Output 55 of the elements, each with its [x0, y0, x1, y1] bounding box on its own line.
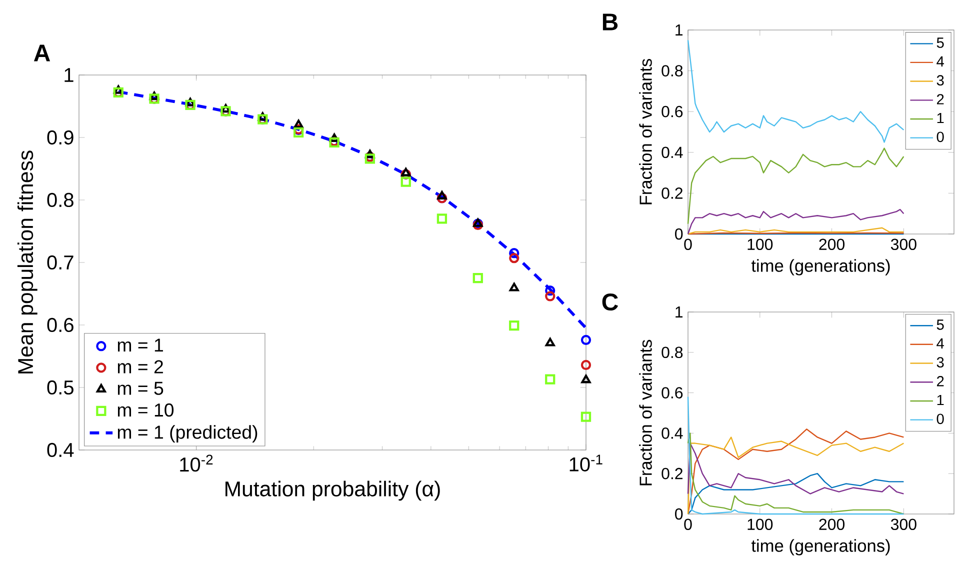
y-tick-label: 0.5	[47, 380, 74, 395]
legend-label: m = 2	[118, 360, 163, 374]
y-tick-label: 0.8	[47, 192, 74, 208]
y-axis-title: Fraction of variants	[639, 340, 652, 486]
text: C	[602, 293, 618, 310]
y-axis-title: Mean population fitness	[17, 150, 38, 374]
y-tick-label: 0.9	[47, 130, 74, 145]
x-tick-label: 300	[890, 518, 916, 530]
y-tick-label: 1	[676, 306, 683, 318]
legend-label: 0	[936, 132, 944, 142]
y-tick-label: 0.7	[47, 255, 74, 270]
legend-label: 2	[936, 94, 944, 104]
y-tick-label: 0.4	[662, 146, 683, 158]
text: A	[34, 44, 50, 62]
y-tick-label: 0	[675, 228, 683, 240]
y-tick-label: 0.6	[662, 106, 683, 118]
legend-label: 3	[936, 357, 944, 368]
y-tick-label: 0.6	[662, 387, 683, 398]
y-tick-label: 1	[676, 24, 683, 36]
x-tick-label: 100	[748, 518, 773, 530]
x-tick-label: 100	[748, 238, 773, 250]
x-tick-label: 0	[684, 238, 692, 250]
x-axis-title: Mutation probability (α)	[226, 480, 440, 501]
legend-label: 1	[937, 394, 944, 406]
y-tick-label: 1	[64, 68, 74, 82]
y-tick-label: 0	[675, 508, 683, 520]
x-tick-label: 200	[819, 238, 845, 250]
legend-label: 4	[936, 338, 944, 348]
y-tick-label: 0.8	[662, 346, 683, 358]
legend-label: m = 1 (predicted)	[118, 425, 258, 443]
legend-label: 1	[937, 112, 944, 124]
x-tick-label: 10$^{-1}$	[570, 454, 602, 472]
y-tick-label: 0.8	[662, 65, 683, 76]
y-tick-label: 0.2	[662, 188, 682, 199]
x-tick-label: 200	[819, 518, 845, 530]
text: B	[602, 14, 618, 30]
y-tick-label: 0.2	[662, 468, 682, 480]
x-tick-label: 10$^{-2}$	[180, 454, 213, 472]
legend-label: 3	[936, 75, 944, 86]
y-axis-title: Fraction of variants	[639, 58, 652, 204]
y-tick-label: 0.6	[47, 318, 74, 332]
x-axis-title: time (generations)	[751, 539, 890, 556]
legend-label: m = 5	[118, 382, 164, 395]
y-tick-label: 0.4	[662, 428, 683, 439]
legend-label: 0	[936, 414, 944, 424]
x-axis-title: time (generations)	[751, 259, 890, 276]
x-tick-label: 300	[890, 238, 916, 250]
y-tick-label: 0.4	[47, 442, 74, 458]
legend-label: 2	[936, 376, 944, 386]
x-tick-label: 0	[684, 518, 692, 530]
legend-label: 4	[936, 56, 944, 66]
legend-label: 5	[936, 320, 944, 330]
legend-label: m = 10	[118, 403, 174, 417]
legend-label: 5	[936, 38, 944, 48]
legend-label: m = 1	[118, 338, 163, 352]
